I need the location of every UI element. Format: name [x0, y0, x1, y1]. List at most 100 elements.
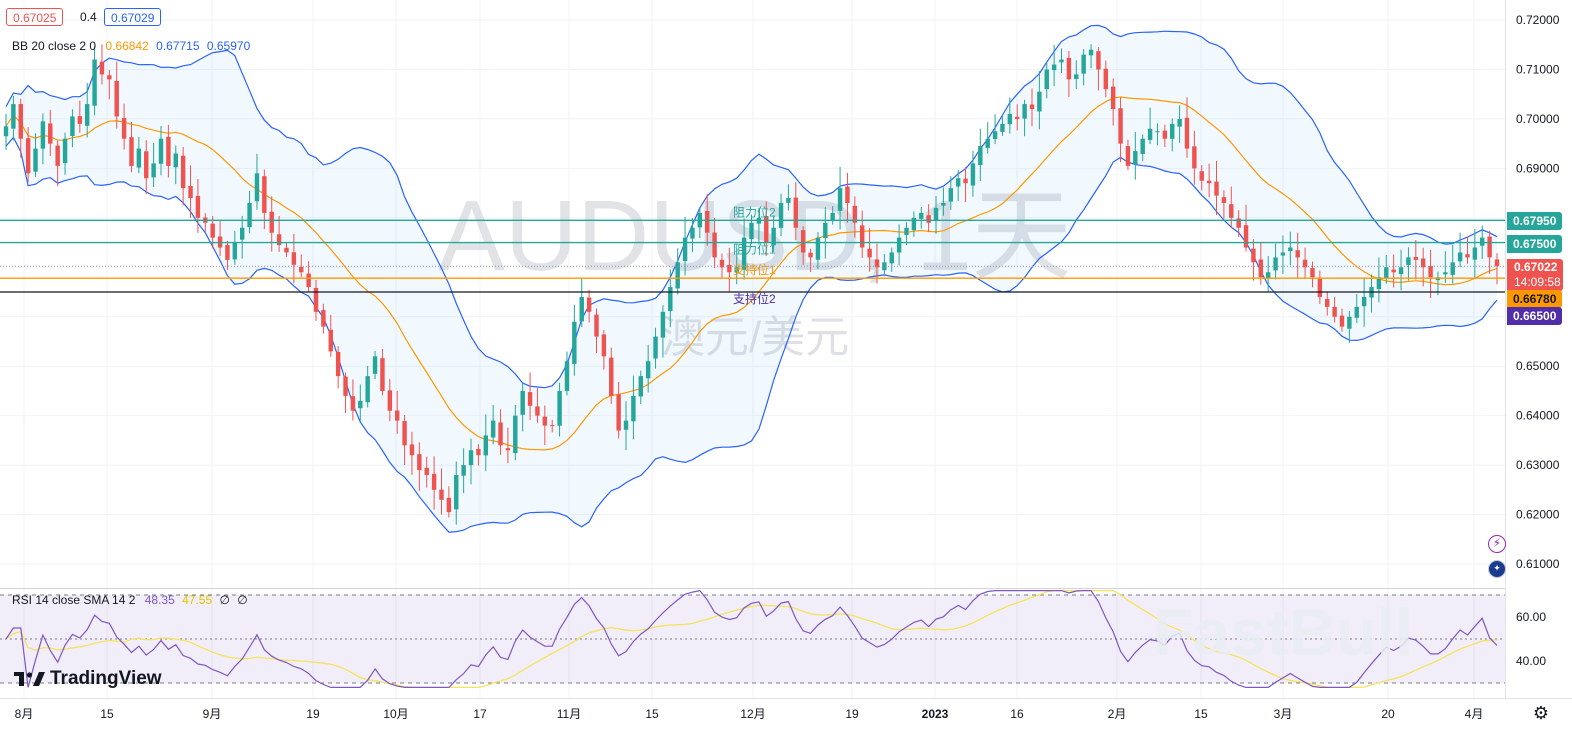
- rsi-legend[interactable]: RSI 14 close SMA 14 2 48.35 47.55 ∅ ∅: [12, 593, 248, 607]
- candle: [1428, 249, 1433, 299]
- candle: [1051, 44, 1057, 87]
- candle: [48, 109, 53, 157]
- candle-body: [62, 138, 68, 164]
- candle-body: [461, 465, 466, 476]
- time-scale[interactable]: 8月 15 9月 19 10月 17 11月 15 12月 19 2023 16 2月 15 3月 20 4月: [15, 707, 1484, 721]
- candle-body: [564, 361, 570, 391]
- time-tick-label: 15: [645, 707, 659, 721]
- bid-price-box[interactable]: 0.67025: [6, 8, 64, 26]
- candle-body: [1162, 130, 1168, 139]
- candle: [579, 277, 584, 328]
- candle: [823, 207, 828, 259]
- price-tick-label: 0.64000: [1516, 409, 1560, 423]
- candle: [1140, 134, 1145, 162]
- candle-body: [1273, 257, 1278, 271]
- candle-body: [454, 475, 459, 510]
- candle-body: [955, 178, 961, 187]
- candle-body: [1177, 118, 1182, 127]
- rsi-value: 48.35: [144, 593, 175, 607]
- candle: [188, 165, 193, 219]
- candle-body: [232, 242, 238, 260]
- candle: [1088, 44, 1094, 69]
- candle: [306, 261, 311, 293]
- candle-body: [372, 356, 378, 374]
- candle-body: [734, 267, 739, 273]
- candle: [837, 166, 843, 230]
- candle: [166, 124, 171, 178]
- candle-body: [1339, 315, 1345, 327]
- time-tick-label: 16: [1010, 707, 1024, 721]
- candle: [490, 404, 496, 445]
- rsi-sma-line: [5, 589, 1498, 689]
- candle: [955, 169, 961, 202]
- candle: [254, 153, 260, 210]
- candle-body: [3, 126, 9, 137]
- candle: [498, 409, 503, 455]
- candle: [1162, 124, 1168, 148]
- rsi-scale[interactable]: 60.00 40.00: [1516, 610, 1546, 668]
- candle: [180, 147, 186, 206]
- candle: [1347, 311, 1352, 343]
- candle: [350, 379, 356, 421]
- candle-body: [926, 215, 931, 223]
- candle-body: [513, 415, 518, 454]
- candle: [129, 121, 134, 173]
- candle: [1339, 308, 1345, 332]
- settings-gear-icon[interactable]: ⚙: [1532, 703, 1550, 723]
- candle: [623, 401, 629, 451]
- price-tick-label: 0.65000: [1516, 359, 1560, 373]
- candle-body: [579, 296, 584, 322]
- bb-legend[interactable]: BB 20 close 2 0 0.66842 0.67715 0.65970: [12, 39, 250, 53]
- candle: [970, 150, 976, 197]
- australia-flag-icon[interactable]: ✦: [1488, 560, 1506, 578]
- candle-body: [675, 262, 680, 289]
- candle-body: [1066, 57, 1072, 80]
- support-resistance-levels: 阻力位2 阻力位1 支持位1 支持位2: [0, 204, 1505, 306]
- candle: [431, 456, 437, 510]
- candle: [719, 253, 725, 278]
- candle-body: [948, 188, 954, 202]
- candle-body: [1125, 146, 1131, 166]
- candle-body: [1236, 218, 1241, 228]
- lightning-icon[interactable]: ⚡: [1488, 535, 1506, 553]
- candle: [1384, 254, 1389, 284]
- rsi-tick-label: 60.00: [1516, 610, 1546, 624]
- candle: [1066, 50, 1072, 98]
- candle: [653, 327, 658, 369]
- price-tick-label: 0.62000: [1516, 508, 1560, 522]
- candle-body: [1147, 128, 1153, 140]
- candle: [417, 442, 422, 491]
- candle-body: [195, 195, 201, 218]
- candle-body: [1199, 171, 1204, 181]
- candle-body: [1332, 306, 1337, 317]
- candle-body: [911, 217, 917, 231]
- candle: [380, 348, 385, 396]
- candle-body: [18, 104, 23, 139]
- candle-body: [299, 266, 304, 273]
- candle-body: [985, 138, 990, 148]
- candle: [358, 384, 363, 424]
- candle-body: [837, 188, 843, 211]
- candle: [99, 44, 105, 85]
- candle: [933, 196, 939, 234]
- candle: [963, 166, 968, 203]
- candle: [1015, 104, 1020, 131]
- candle-body: [335, 351, 341, 377]
- candle: [1413, 239, 1419, 280]
- candle: [387, 378, 393, 422]
- candle: [92, 46, 97, 116]
- candle: [402, 415, 407, 465]
- candle-body: [239, 227, 245, 240]
- candle: [70, 109, 75, 148]
- candle: [793, 182, 799, 241]
- candle: [572, 304, 577, 376]
- ask-price-box[interactable]: 0.67029: [104, 8, 162, 26]
- candle-body: [40, 121, 46, 149]
- tradingview-logo[interactable]: TradingView: [14, 667, 162, 691]
- tradingview-logo-text: TradingView: [50, 668, 162, 689]
- candle: [62, 132, 68, 175]
- candle-body: [941, 203, 946, 206]
- candle-body: [1243, 225, 1249, 248]
- candle: [136, 136, 142, 174]
